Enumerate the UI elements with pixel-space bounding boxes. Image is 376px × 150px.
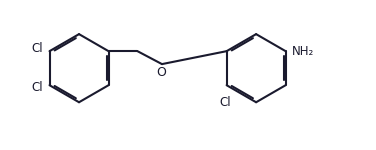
Text: Cl: Cl bbox=[32, 81, 43, 94]
Text: Cl: Cl bbox=[219, 96, 231, 109]
Text: O: O bbox=[156, 66, 166, 79]
Text: Cl: Cl bbox=[32, 42, 43, 55]
Text: NH₂: NH₂ bbox=[292, 45, 314, 58]
